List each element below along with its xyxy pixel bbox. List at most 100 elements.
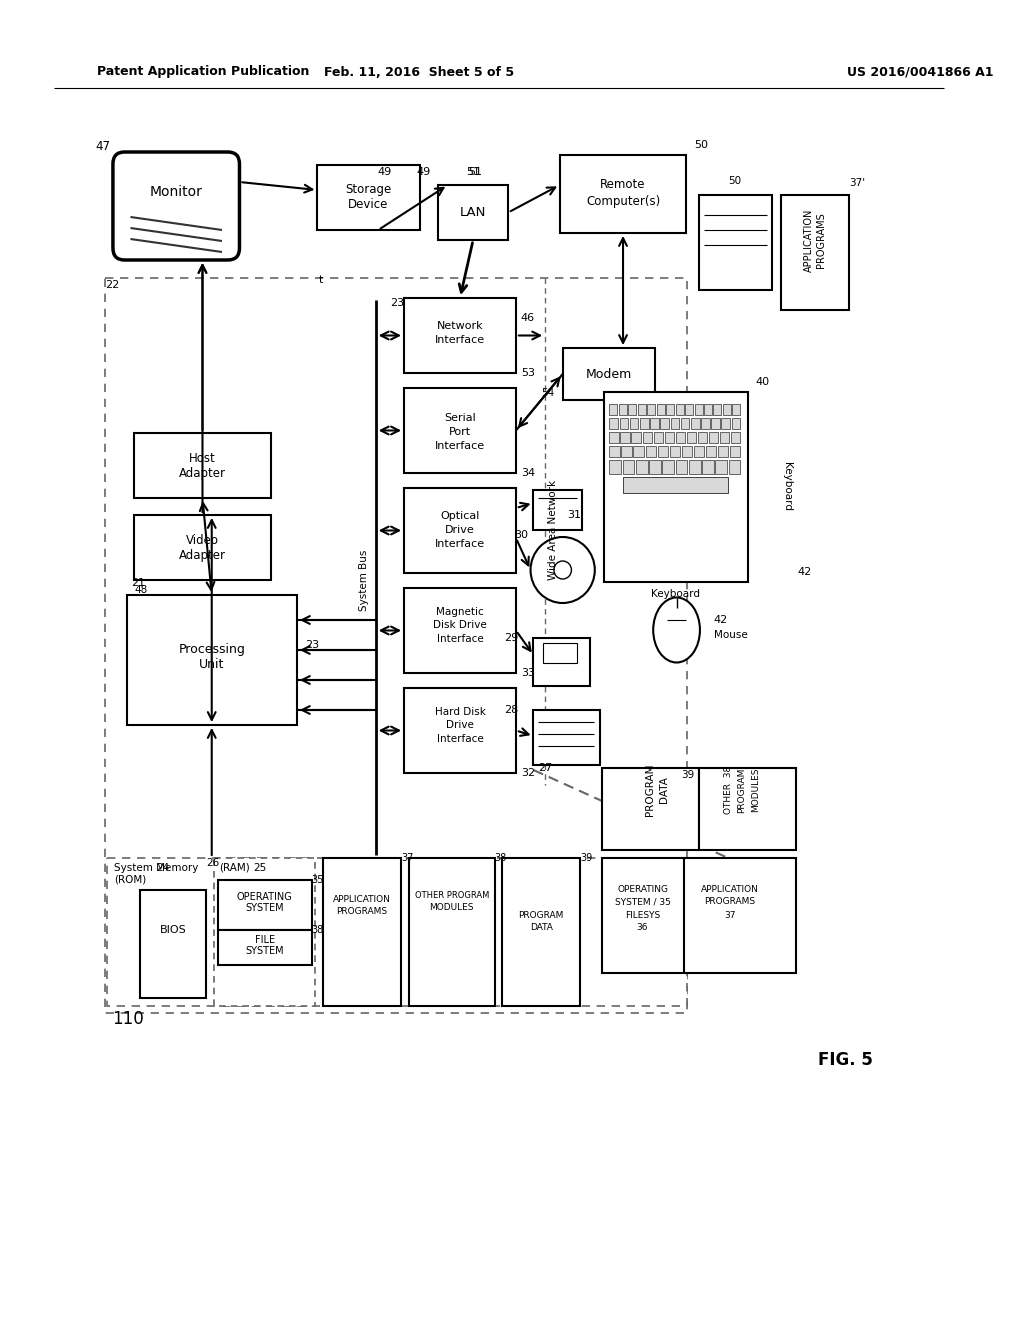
Text: MODULES: MODULES — [751, 768, 760, 812]
Text: 32: 32 — [521, 768, 535, 777]
Text: 46: 46 — [521, 313, 535, 323]
FancyBboxPatch shape — [404, 587, 516, 673]
Text: Adapter: Adapter — [179, 549, 226, 561]
Text: 38: 38 — [311, 925, 324, 935]
Text: Wide Area Network: Wide Area Network — [548, 480, 558, 579]
Text: Remote: Remote — [600, 178, 646, 191]
Circle shape — [554, 561, 571, 579]
Text: PROGRAMS: PROGRAMS — [337, 908, 388, 916]
FancyBboxPatch shape — [699, 195, 772, 290]
Text: 21: 21 — [131, 578, 145, 587]
FancyBboxPatch shape — [716, 459, 727, 474]
Text: 36: 36 — [637, 924, 648, 932]
Text: OTHER  38: OTHER 38 — [724, 766, 732, 814]
FancyBboxPatch shape — [140, 890, 207, 998]
Text: US 2016/0041866 A1: US 2016/0041866 A1 — [847, 66, 993, 78]
FancyBboxPatch shape — [534, 490, 583, 531]
Text: BIOS: BIOS — [160, 925, 186, 935]
Text: DATA: DATA — [529, 924, 553, 932]
FancyBboxPatch shape — [622, 446, 632, 457]
FancyBboxPatch shape — [657, 446, 668, 457]
FancyBboxPatch shape — [632, 432, 641, 444]
Ellipse shape — [653, 598, 700, 663]
Text: Interface: Interface — [436, 734, 483, 744]
FancyBboxPatch shape — [665, 432, 674, 444]
Text: Unit: Unit — [199, 659, 224, 672]
FancyBboxPatch shape — [732, 404, 740, 414]
FancyBboxPatch shape — [676, 404, 684, 414]
Text: Patent Application Publication: Patent Application Publication — [97, 66, 309, 78]
FancyBboxPatch shape — [691, 418, 699, 429]
FancyBboxPatch shape — [712, 418, 720, 429]
FancyBboxPatch shape — [667, 404, 674, 414]
FancyBboxPatch shape — [728, 459, 740, 474]
FancyBboxPatch shape — [634, 446, 644, 457]
Text: 49: 49 — [417, 168, 431, 177]
FancyBboxPatch shape — [676, 459, 687, 474]
Text: SYSTEM: SYSTEM — [246, 903, 284, 913]
FancyBboxPatch shape — [671, 418, 679, 429]
Text: Serial: Serial — [444, 413, 476, 422]
Text: 49: 49 — [378, 168, 391, 177]
FancyBboxPatch shape — [714, 404, 722, 414]
Text: 23: 23 — [390, 298, 404, 308]
FancyBboxPatch shape — [706, 446, 716, 457]
Text: SYSTEM: SYSTEM — [246, 946, 284, 956]
FancyBboxPatch shape — [701, 418, 710, 429]
FancyBboxPatch shape — [620, 418, 629, 429]
FancyBboxPatch shape — [650, 418, 658, 429]
Text: Disk Drive: Disk Drive — [433, 620, 486, 630]
FancyBboxPatch shape — [640, 418, 648, 429]
Text: 35: 35 — [311, 875, 324, 884]
Text: (ROM): (ROM) — [114, 875, 146, 884]
Text: 51: 51 — [466, 168, 480, 177]
Text: FILESYS: FILESYS — [625, 912, 660, 920]
Text: 33: 33 — [521, 668, 535, 678]
FancyBboxPatch shape — [694, 404, 702, 414]
Text: 42: 42 — [797, 568, 811, 577]
Text: 28: 28 — [505, 705, 519, 715]
Text: Keyboard: Keyboard — [781, 462, 792, 511]
Text: 48: 48 — [134, 585, 147, 595]
Text: 110: 110 — [112, 1010, 143, 1028]
Text: 50: 50 — [728, 176, 741, 186]
Text: 54: 54 — [542, 388, 555, 399]
Text: Network: Network — [436, 321, 483, 331]
FancyBboxPatch shape — [685, 404, 693, 414]
Text: 53: 53 — [521, 368, 535, 378]
Text: Magnetic: Magnetic — [436, 607, 484, 616]
Text: Port: Port — [449, 426, 471, 437]
Text: OTHER PROGRAM: OTHER PROGRAM — [415, 891, 488, 900]
Text: Keyboard: Keyboard — [651, 589, 700, 599]
FancyBboxPatch shape — [609, 404, 617, 414]
FancyBboxPatch shape — [609, 432, 618, 444]
FancyBboxPatch shape — [723, 404, 731, 414]
Text: FILE: FILE — [255, 935, 274, 945]
FancyBboxPatch shape — [317, 165, 420, 230]
FancyBboxPatch shape — [404, 298, 516, 374]
Text: FIG. 5: FIG. 5 — [818, 1051, 872, 1069]
Circle shape — [530, 537, 595, 603]
FancyBboxPatch shape — [687, 432, 696, 444]
Text: 29: 29 — [505, 634, 519, 643]
Text: 31: 31 — [567, 510, 582, 520]
Text: Storage: Storage — [345, 183, 391, 197]
FancyBboxPatch shape — [636, 459, 647, 474]
FancyBboxPatch shape — [534, 638, 590, 686]
FancyBboxPatch shape — [404, 388, 516, 473]
FancyBboxPatch shape — [560, 154, 686, 234]
Text: APPLICATION: APPLICATION — [333, 895, 391, 904]
FancyBboxPatch shape — [647, 404, 655, 414]
Text: PROGRAM: PROGRAM — [518, 911, 564, 920]
FancyBboxPatch shape — [670, 446, 680, 457]
FancyBboxPatch shape — [653, 432, 664, 444]
FancyBboxPatch shape — [108, 858, 687, 1006]
Text: OPERATING: OPERATING — [617, 886, 668, 895]
Text: Interface: Interface — [435, 441, 485, 451]
Text: Hard Disk: Hard Disk — [434, 708, 485, 717]
FancyBboxPatch shape — [134, 433, 270, 498]
FancyBboxPatch shape — [676, 432, 685, 444]
Text: SYSTEM / 35: SYSTEM / 35 — [614, 898, 671, 907]
FancyBboxPatch shape — [603, 392, 748, 582]
Text: 40: 40 — [756, 378, 770, 387]
